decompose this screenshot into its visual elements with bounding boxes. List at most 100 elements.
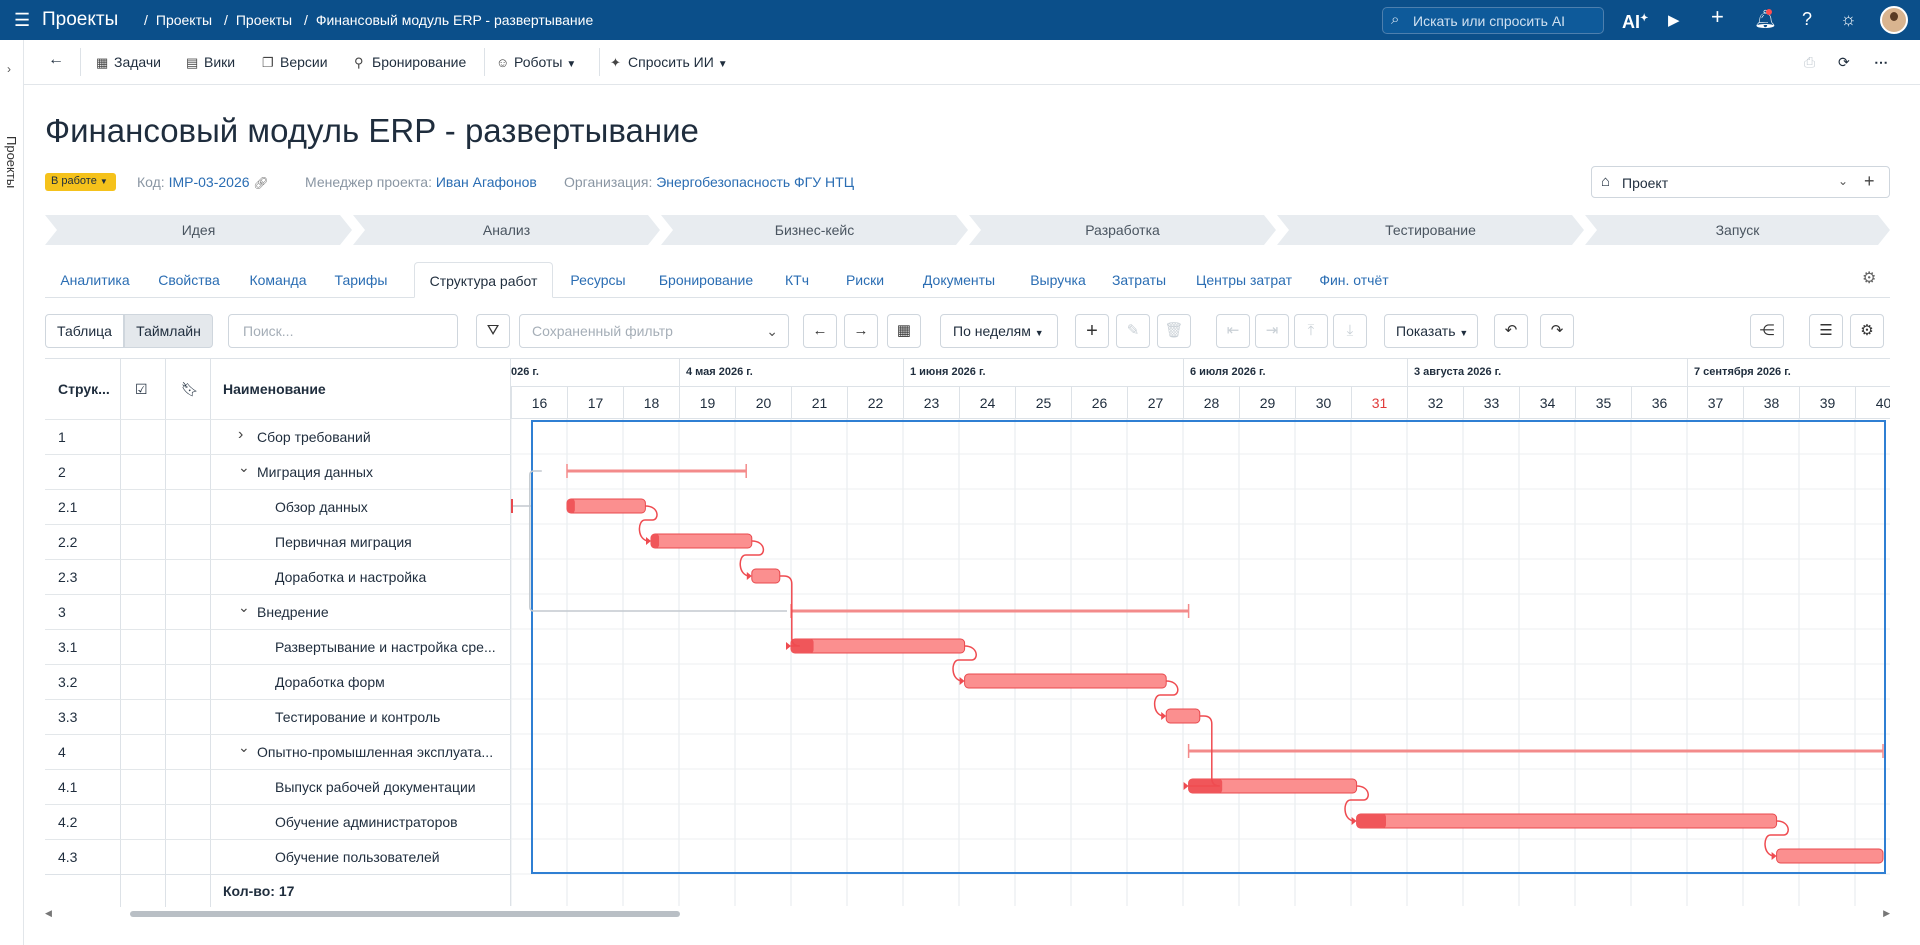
chevron-right-icon[interactable]: › — [7, 62, 11, 76]
task-progress[interactable] — [1356, 814, 1386, 828]
toolbar-versions-button[interactable]: ❐ Версии — [262, 54, 328, 70]
stage-business-case[interactable]: Бизнес-кейс — [661, 215, 968, 245]
task-name[interactable]: Обзор данных — [275, 499, 368, 515]
column-header-name[interactable]: Наименование — [223, 381, 326, 397]
dependency-arrow[interactable] — [1161, 712, 1167, 720]
sidebar-label[interactable]: Проекты — [4, 136, 19, 189]
chevron-down-icon[interactable]: ⌄ — [238, 599, 250, 615]
tab-ktch[interactable]: КТч — [784, 272, 809, 288]
outdent-icon[interactable]: ⇤ — [1216, 314, 1250, 348]
toolbar-wiki-button[interactable]: ▤ Вики — [186, 54, 236, 70]
add-task-icon[interactable]: + — [1075, 314, 1109, 348]
tab-booking[interactable]: Бронирование — [658, 272, 754, 288]
tab-costs[interactable]: Затраты — [1111, 272, 1167, 288]
tab-fin-report[interactable]: Фин. отчёт — [1319, 272, 1389, 288]
tab-revenue[interactable]: Выручка — [1030, 272, 1086, 288]
dependency-link[interactable] — [1153, 680, 1179, 717]
task-name[interactable]: Первичная миграция — [275, 534, 412, 550]
toolbar-robots-dropdown[interactable]: ☺ Роботы ▼ — [496, 54, 577, 70]
hamburger-menu-icon[interactable]: ☰ — [14, 10, 31, 30]
theme-sun-icon[interactable]: ☼ — [1840, 9, 1857, 29]
status-badge[interactable]: В работе ▼ — [45, 173, 116, 191]
chevron-down-icon[interactable]: ⌄ — [238, 459, 250, 475]
dependency-arrow[interactable] — [959, 677, 965, 685]
dependency-link[interactable] — [1764, 820, 1789, 857]
tab-properties[interactable]: Свойства — [158, 272, 220, 288]
show-dropdown[interactable]: Показать ▼ — [1384, 314, 1478, 348]
table-row[interactable]: 3.2 Доработка форм — [45, 664, 511, 699]
task-name[interactable]: Опытно-промышленная эксплуата... — [257, 744, 494, 760]
task-bar[interactable] — [964, 673, 1167, 689]
task-name[interactable]: Миграция данных — [257, 464, 373, 480]
avatar[interactable] — [1880, 6, 1908, 34]
dependency-link[interactable] — [739, 540, 765, 577]
table-row[interactable]: 2.1 Обзор данных — [45, 489, 511, 524]
stage-testing[interactable]: Тестирование — [1277, 215, 1584, 245]
chevron-right-icon[interactable]: › — [238, 426, 244, 443]
tab-wbs[interactable]: Структура работ — [414, 262, 553, 298]
scrollbar-thumb[interactable] — [130, 911, 680, 917]
plus-icon[interactable]: + — [1711, 4, 1724, 29]
dependency-link[interactable] — [1344, 785, 1369, 822]
play-icon[interactable]: ▶ — [1668, 12, 1680, 29]
dependency-arrow[interactable] — [1771, 852, 1777, 860]
ai-assistant-icon[interactable]: AI✦ — [1622, 12, 1649, 32]
checkbox-column-icon[interactable]: ☑ — [135, 381, 148, 397]
project-code-link[interactable]: IMP-03-2026 — [168, 174, 250, 190]
breadcrumb-item[interactable]: Проекты — [235, 12, 293, 28]
breadcrumb-item[interactable]: Проекты — [155, 12, 213, 28]
task-bar[interactable] — [1356, 813, 1778, 829]
table-row[interactable]: 2.2 Первичная миграция — [45, 524, 511, 559]
move-down-icon[interactable]: ⤓ — [1333, 314, 1367, 348]
table-row[interactable]: 4.2 Обучение администраторов — [45, 804, 511, 839]
tab-rates[interactable]: Тарифы — [334, 272, 388, 288]
project-type-select[interactable]: ⌂ Проект ⌄ + — [1591, 166, 1890, 198]
task-name[interactable]: Внедрение — [257, 604, 329, 620]
dependency-link[interactable] — [1188, 715, 1220, 787]
toolbar-tasks-button[interactable]: ▦ Задачи — [96, 54, 162, 70]
task-name[interactable]: Тестирование и контроль — [275, 709, 441, 725]
chevron-down-icon[interactable]: ⌄ — [238, 739, 250, 755]
indent-icon[interactable]: ⇥ — [1255, 314, 1289, 348]
manager-link[interactable]: Иван Агафонов — [435, 174, 537, 190]
table-row[interactable]: 2.3 Доработка и настройка — [45, 559, 511, 594]
global-search-input[interactable]: ⌕ Искать или спросить AI — [1382, 7, 1604, 34]
table-row[interactable]: 4.1 Выпуск рабочей документации — [45, 769, 511, 804]
redo-icon[interactable]: ↷ — [1540, 314, 1574, 348]
export-icon[interactable]: ⎙ — [1804, 54, 1816, 70]
bookmark-column-icon[interactable]: 🔖︎ — [181, 381, 199, 397]
dependency-arrow[interactable] — [1183, 782, 1189, 790]
table-row[interactable]: 3 ⌄ Внедрение — [45, 594, 511, 629]
calendar-icon[interactable]: ▦ — [887, 314, 921, 348]
toolbar-ask-ai-dropdown[interactable]: ✦ Спросить ИИ ▼ — [610, 54, 728, 70]
grid-settings-gear-icon[interactable]: ⚙ — [1850, 314, 1884, 348]
table-row[interactable]: 4 ⌄ Опытно-промышленная эксплуата... — [45, 734, 511, 769]
task-bar[interactable] — [1776, 848, 1884, 864]
stage-idea[interactable]: Идея — [45, 215, 352, 245]
more-icon[interactable]: ⋯ — [1874, 54, 1888, 70]
tab-cost-centers[interactable]: Центры затрат — [1195, 272, 1292, 288]
dependency-arrow[interactable] — [1351, 817, 1357, 825]
task-bar[interactable] — [566, 498, 646, 514]
task-progress[interactable] — [651, 534, 660, 548]
task-name[interactable]: Сбор требований — [257, 429, 371, 445]
arrow-left-icon[interactable]: ← — [803, 314, 837, 348]
task-name[interactable]: Доработка форм — [275, 674, 385, 690]
link-icon[interactable]: 🔗︎ — [253, 176, 269, 190]
refresh-icon[interactable]: ⟳ — [1838, 54, 1850, 70]
task-name[interactable]: Доработка и настройка — [275, 569, 427, 585]
table-row[interactable]: 3.1 Развертывание и настройка сре... — [45, 629, 511, 664]
bell-icon[interactable]: 🔔︎ — [1754, 9, 1777, 29]
task-progress[interactable] — [791, 639, 814, 653]
task-name[interactable]: Обучение пользователей — [275, 849, 440, 865]
column-header-structure[interactable]: Струк... — [58, 381, 110, 397]
task-bar[interactable] — [751, 568, 781, 584]
dependency-arrow[interactable] — [646, 537, 651, 545]
tab-risks[interactable]: Риски — [845, 272, 885, 288]
column-settings-icon[interactable]: ☰ — [1809, 314, 1843, 348]
search-input[interactable]: Поиск... — [228, 314, 458, 348]
table-row[interactable]: 4.3 Обучение пользователей — [45, 839, 511, 874]
view-timeline-button[interactable]: Таймлайн — [124, 314, 213, 348]
move-up-icon[interactable]: ⤒ — [1294, 314, 1328, 348]
task-bar[interactable] — [790, 638, 966, 654]
